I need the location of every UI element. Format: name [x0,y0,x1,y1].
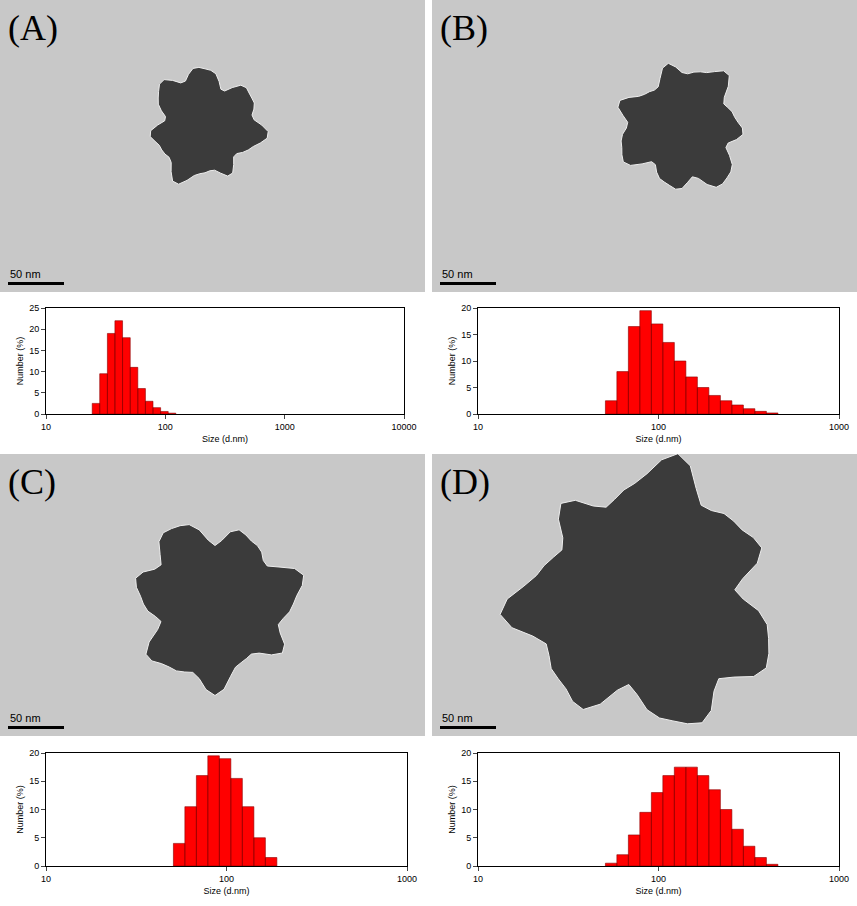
svg-text:0: 0 [34,409,39,419]
svg-text:10000: 10000 [391,422,416,432]
svg-text:50 nm: 50 nm [10,712,41,724]
svg-text:20: 20 [29,748,39,758]
svg-text:(C): (C) [8,462,56,502]
svg-text:0: 0 [466,409,471,419]
svg-text:(A): (A) [8,8,58,48]
svg-text:10: 10 [461,805,471,815]
svg-text:10: 10 [473,874,483,884]
svg-text:10: 10 [41,422,51,432]
svg-text:100: 100 [219,874,234,884]
svg-text:1000: 1000 [829,422,849,432]
svg-text:50 nm: 50 nm [442,268,473,280]
svg-text:15: 15 [461,776,471,786]
svg-text:10: 10 [473,422,483,432]
svg-text:5: 5 [34,833,39,843]
svg-text:Number (%): Number (%) [15,337,25,386]
svg-text:5: 5 [466,833,471,843]
svg-text:15: 15 [461,330,471,340]
svg-text:Size (d.nm): Size (d.nm) [635,434,681,444]
svg-text:1000: 1000 [275,422,295,432]
svg-text:Size (d.nm): Size (d.nm) [635,886,681,896]
svg-text:5: 5 [466,383,471,393]
svg-text:Size (d.nm): Size (d.nm) [202,434,248,444]
svg-text:Number (%): Number (%) [15,785,25,834]
svg-text:1000: 1000 [397,874,417,884]
svg-text:Size (d.nm): Size (d.nm) [203,886,249,896]
svg-text:10: 10 [461,356,471,366]
svg-text:0: 0 [34,861,39,871]
svg-text:100: 100 [651,874,666,884]
svg-text:100: 100 [651,422,666,432]
svg-text:15: 15 [29,776,39,786]
svg-text:10: 10 [29,367,39,377]
svg-text:15: 15 [29,346,39,356]
svg-text:10: 10 [29,805,39,815]
svg-text:5: 5 [34,388,39,398]
svg-text:0: 0 [466,861,471,871]
svg-text:Number (%): Number (%) [447,337,457,386]
svg-text:50 nm: 50 nm [10,268,41,280]
svg-text:Number (%): Number (%) [447,785,457,834]
svg-text:(D): (D) [440,462,490,502]
svg-text:1000: 1000 [829,874,849,884]
svg-text:(B): (B) [440,8,488,48]
svg-text:20: 20 [29,324,39,334]
svg-text:20: 20 [461,748,471,758]
svg-text:25: 25 [29,303,39,313]
svg-text:10: 10 [41,874,51,884]
svg-text:50 nm: 50 nm [442,712,473,724]
svg-text:20: 20 [461,303,471,313]
svg-text:100: 100 [158,422,173,432]
